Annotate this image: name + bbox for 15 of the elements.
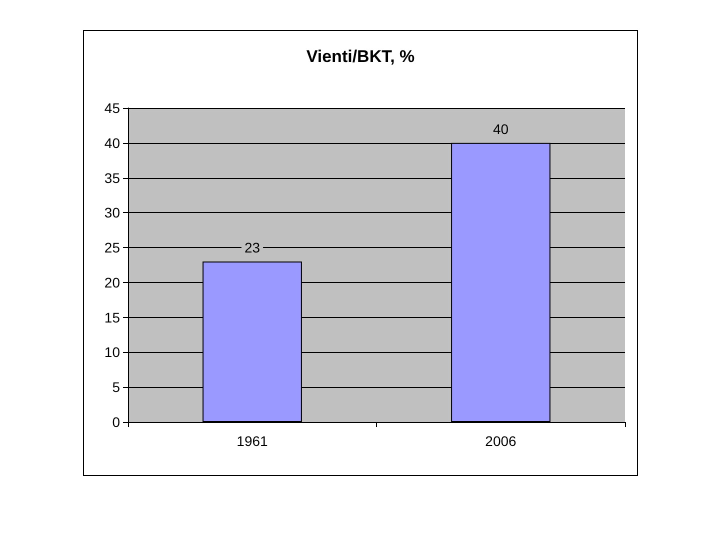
y-tick-label: 15 [104,309,120,326]
y-tick-label: 0 [112,414,120,430]
y-tick-label: 10 [104,344,120,360]
data-label: 40 [492,120,509,137]
x-tick-label: 1961 [236,433,268,449]
y-tick-label: 45 [104,100,120,116]
y-tick-label: 35 [104,170,120,186]
y-tick-label: 25 [104,240,120,256]
y-tick-label: 5 [112,379,120,396]
y-tick-label: 20 [104,274,120,290]
y-tick-label: 40 [104,134,120,151]
data-label: 23 [244,240,260,256]
x-tick-label: 2006 [485,433,517,449]
y-tick-label: 30 [104,204,120,221]
chart-title: Vienti/BKT, % [306,47,415,66]
